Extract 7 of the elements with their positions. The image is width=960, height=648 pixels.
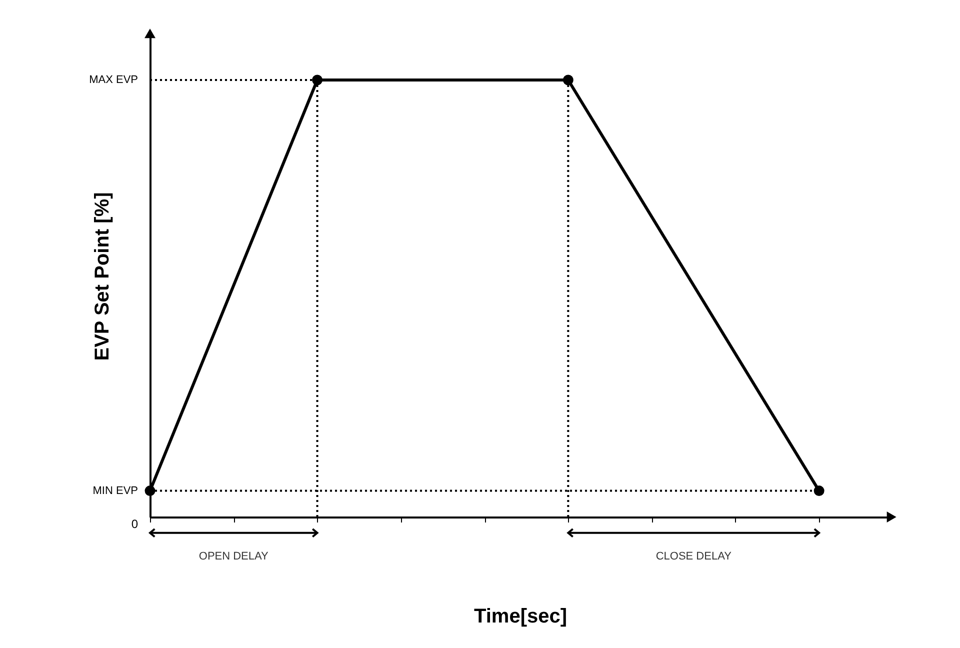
x-axis-title: Time[sec] — [474, 606, 568, 628]
ref-line-label: MIN EVP — [92, 484, 138, 497]
text: CLOSE DELAY — [656, 550, 732, 563]
text: 0 — [131, 517, 138, 531]
ref-line-label: MAX EVP — [89, 74, 138, 86]
y-axis-title: EVP Set Point [%] — [92, 192, 114, 361]
text: OPEN DELAY — [198, 550, 270, 563]
